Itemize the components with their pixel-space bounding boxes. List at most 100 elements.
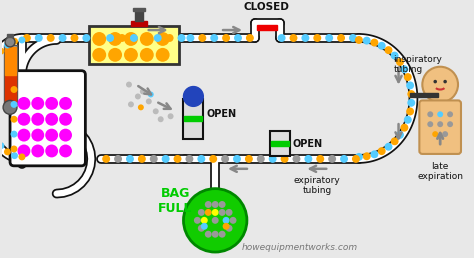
Bar <box>7 34 13 37</box>
Circle shape <box>194 217 201 224</box>
Circle shape <box>31 113 44 126</box>
Circle shape <box>384 46 392 54</box>
Circle shape <box>437 121 443 127</box>
Text: OPEN: OPEN <box>292 139 323 149</box>
Circle shape <box>219 231 226 238</box>
Circle shape <box>290 34 298 42</box>
Circle shape <box>198 209 205 216</box>
Text: BAG
FULL: BAG FULL <box>158 187 193 214</box>
Circle shape <box>432 131 438 137</box>
Circle shape <box>325 34 333 42</box>
Bar <box>135 11 143 21</box>
Circle shape <box>45 144 58 157</box>
Circle shape <box>106 34 114 42</box>
Bar <box>131 21 147 26</box>
Circle shape <box>168 113 173 119</box>
Circle shape <box>3 100 17 114</box>
FancyBboxPatch shape <box>10 71 85 166</box>
Circle shape <box>71 34 78 42</box>
Circle shape <box>156 32 170 46</box>
Circle shape <box>10 146 18 152</box>
Circle shape <box>301 34 310 42</box>
Bar <box>270 131 290 156</box>
Circle shape <box>396 131 404 139</box>
Circle shape <box>355 153 363 161</box>
Circle shape <box>352 155 360 163</box>
Circle shape <box>404 73 412 81</box>
Circle shape <box>442 131 448 137</box>
Circle shape <box>201 223 208 230</box>
Circle shape <box>45 97 58 110</box>
Circle shape <box>59 34 66 42</box>
Circle shape <box>178 34 185 42</box>
Bar <box>183 99 203 139</box>
Circle shape <box>148 92 154 98</box>
Circle shape <box>212 231 219 238</box>
Circle shape <box>5 37 15 47</box>
Circle shape <box>142 34 150 42</box>
Bar <box>184 116 202 121</box>
Circle shape <box>401 65 409 73</box>
Bar <box>133 8 145 11</box>
Circle shape <box>370 150 378 158</box>
Circle shape <box>422 67 458 102</box>
Circle shape <box>140 48 154 62</box>
Circle shape <box>59 97 72 110</box>
Bar <box>89 26 179 64</box>
Circle shape <box>437 111 443 117</box>
Circle shape <box>229 217 237 224</box>
Text: inspiratory
tubing: inspiratory tubing <box>393 55 442 75</box>
Circle shape <box>209 155 217 163</box>
Circle shape <box>156 48 170 62</box>
Circle shape <box>226 225 233 232</box>
Circle shape <box>35 34 43 42</box>
Circle shape <box>0 142 4 149</box>
Circle shape <box>59 113 72 126</box>
Circle shape <box>45 129 58 142</box>
Circle shape <box>4 42 11 49</box>
Circle shape <box>10 116 18 123</box>
Circle shape <box>59 129 72 142</box>
Circle shape <box>222 34 230 42</box>
Circle shape <box>363 37 371 45</box>
Circle shape <box>59 144 72 157</box>
Circle shape <box>257 155 265 163</box>
Circle shape <box>292 155 301 163</box>
Text: CLOSED: CLOSED <box>244 2 290 12</box>
Circle shape <box>328 155 336 163</box>
Circle shape <box>31 129 44 142</box>
Circle shape <box>406 108 414 115</box>
Circle shape <box>114 155 122 163</box>
Circle shape <box>108 48 122 62</box>
Circle shape <box>135 93 141 99</box>
Circle shape <box>124 48 138 62</box>
Circle shape <box>126 82 132 87</box>
Circle shape <box>443 80 447 83</box>
Circle shape <box>165 34 173 42</box>
Circle shape <box>10 101 18 108</box>
Circle shape <box>401 124 409 132</box>
Circle shape <box>82 34 91 42</box>
Circle shape <box>378 147 386 155</box>
Circle shape <box>340 155 348 163</box>
Circle shape <box>355 36 363 44</box>
Text: howequipmentworks.com: howequipmentworks.com <box>241 243 357 252</box>
Circle shape <box>197 155 205 163</box>
Circle shape <box>337 34 345 42</box>
Circle shape <box>278 34 285 42</box>
Circle shape <box>18 113 30 126</box>
Circle shape <box>246 34 254 42</box>
Circle shape <box>130 34 138 42</box>
Circle shape <box>138 155 146 163</box>
Circle shape <box>221 155 229 163</box>
Circle shape <box>363 152 371 160</box>
Text: OPEN: OPEN <box>206 109 237 119</box>
Circle shape <box>304 155 312 163</box>
FancyBboxPatch shape <box>419 100 461 154</box>
Circle shape <box>154 34 162 42</box>
Circle shape <box>201 217 208 224</box>
Circle shape <box>186 34 194 42</box>
Circle shape <box>205 209 212 216</box>
Circle shape <box>146 99 152 104</box>
Circle shape <box>150 155 158 163</box>
